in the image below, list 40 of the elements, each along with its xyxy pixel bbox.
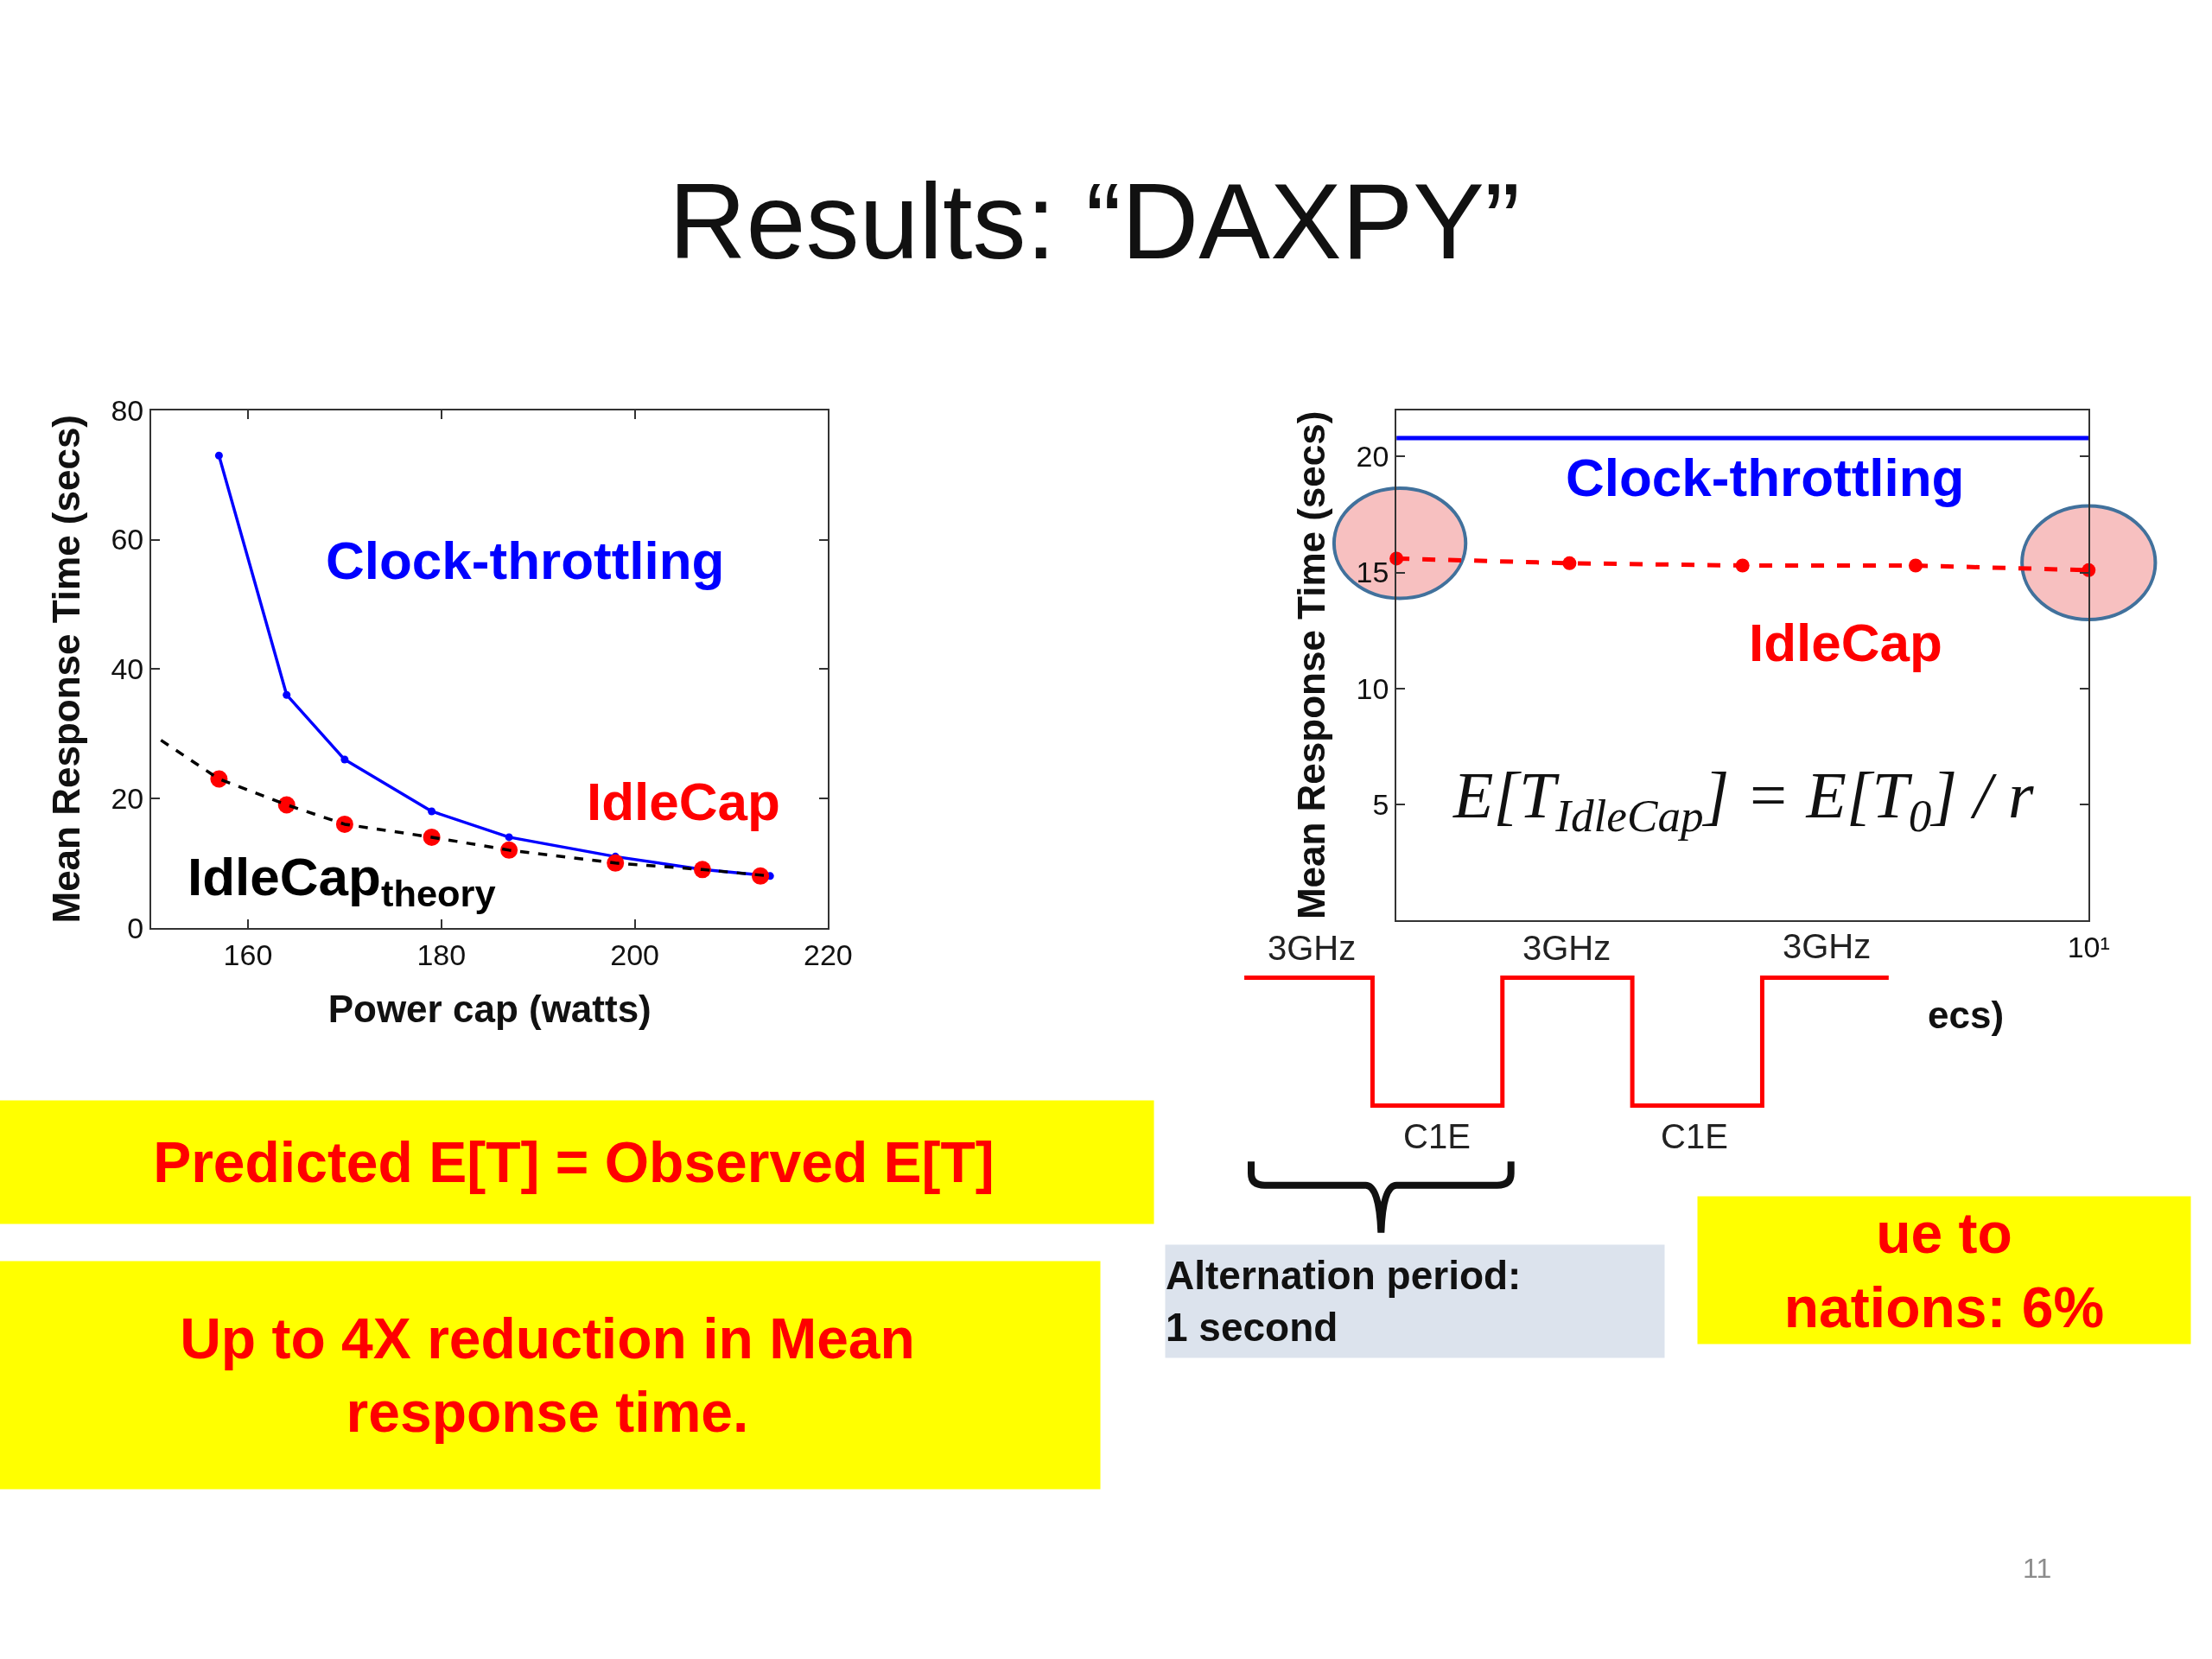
point [428, 807, 436, 816]
point [283, 690, 291, 699]
x-tick-label: 200 [610, 938, 659, 971]
y-tick-label: 10 [1356, 671, 1389, 705]
x-axis-title: ecs) [1928, 994, 2005, 1036]
point [214, 451, 223, 460]
series-label: Clock-throttling [326, 531, 725, 590]
y-tick-label: 60 [111, 523, 144, 556]
text: Alternation period: 1 second [1166, 1253, 1522, 1350]
y-axis-title: Mean Response Time (secs) [45, 414, 88, 924]
x-tick-label: 180 [416, 938, 467, 971]
series-label: IdleCap [1749, 613, 1942, 672]
y-tick-label: 20 [1356, 440, 1389, 474]
text: C1E [1403, 1117, 1471, 1155]
text: Predicted E[T] = Observed E[T] [153, 1130, 995, 1194]
series-label: Clock-throttling [1566, 448, 1965, 507]
annotation: E[T$_{IdleCap}$] = E[T$_{0}$] / r [1452, 759, 2035, 842]
x-tick-label: 160 [223, 938, 273, 971]
point [340, 755, 349, 764]
text: Up to 4X reduction in Mean response time. [180, 1306, 915, 1445]
x-tick-label: 10¹ [2067, 930, 2110, 963]
text: C1E [1661, 1117, 1728, 1155]
text: 11 [2023, 1553, 2052, 1584]
x-axis-title: Power cap (watts) [327, 988, 652, 1031]
text: ue to nations: 6% [1783, 1201, 2105, 1339]
text: 3GHz [1783, 927, 1872, 965]
point [505, 833, 513, 842]
x-tick-label: 220 [804, 938, 853, 971]
series-label: IdleCap [587, 772, 780, 831]
y-tick-label: 15 [1356, 556, 1389, 589]
y-tick-label: 20 [111, 781, 144, 815]
text: 3GHz [1522, 929, 1611, 967]
y-tick-label: 0 [127, 911, 144, 944]
y-axis-title: Mean Response Time (secs) [1290, 410, 1333, 920]
y-tick-label: 40 [111, 652, 144, 686]
text: Results: “DAXPY” [669, 162, 1521, 281]
y-tick-label: 80 [111, 393, 144, 427]
y-tick-label: 5 [1372, 787, 1389, 821]
text: 3GHz [1268, 929, 1357, 967]
series-label: IdleCap$_{theory}$ [188, 847, 496, 915]
